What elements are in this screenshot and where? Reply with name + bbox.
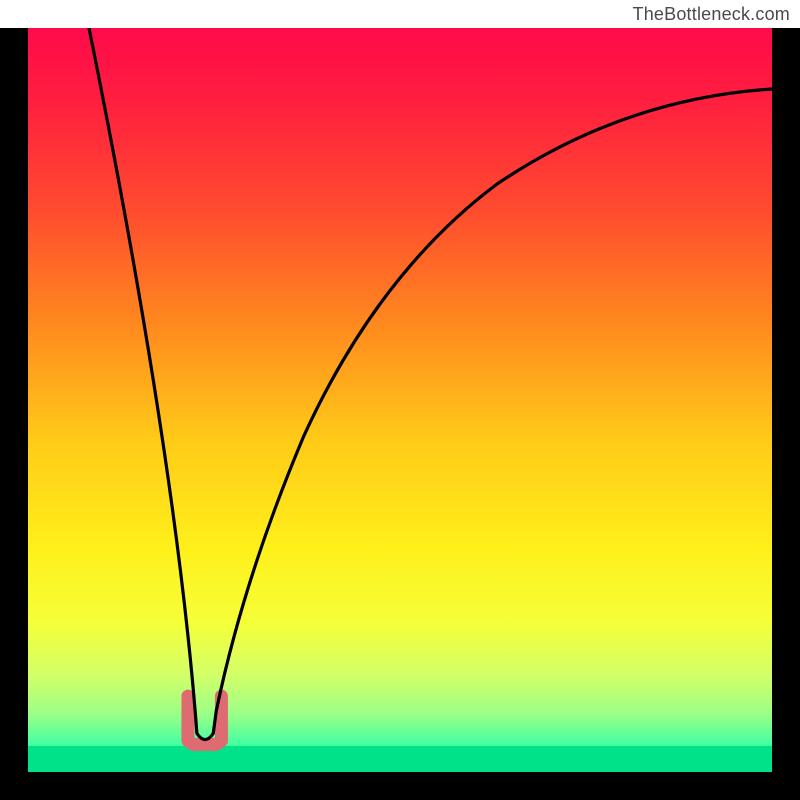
watermark-text: TheBottleneck.com	[633, 4, 790, 25]
watermark-strip: TheBottleneck.com	[0, 0, 800, 28]
green-bottom-strip	[28, 746, 772, 772]
bottleneck-chart	[28, 28, 772, 772]
plot-area	[28, 28, 772, 772]
gradient-background	[28, 28, 772, 772]
outer-frame: TheBottleneck.com	[0, 0, 800, 800]
